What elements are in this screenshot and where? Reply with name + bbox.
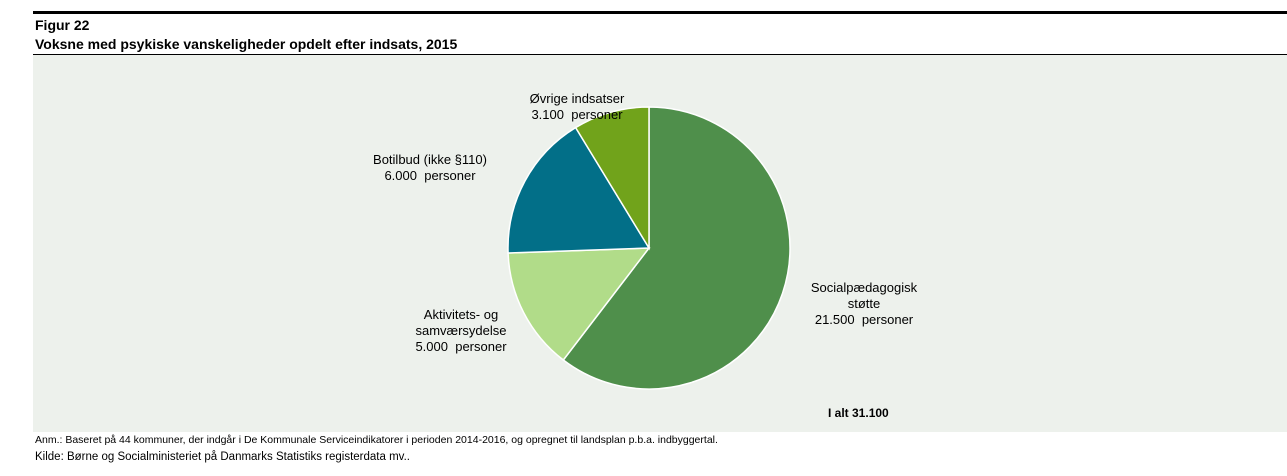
- top-rule: [33, 11, 1287, 14]
- slice-value-label: 5.000 personer: [415, 339, 507, 354]
- slice-value-label: 6.000 personer: [384, 168, 476, 183]
- chart-title: Voksne med psykiske vanskeligheder opdel…: [35, 36, 458, 52]
- total-label: I alt 31.100: [828, 406, 889, 420]
- figure-label: Figur 22: [35, 17, 90, 33]
- pie-slice: [507, 247, 651, 362]
- source: Kilde: Børne og Socialministeriet på Dan…: [35, 451, 410, 463]
- slice-value-label: 3.100 personer: [531, 107, 623, 122]
- pie-slice: [562, 106, 791, 390]
- slice-value-label: 21.500 personer: [814, 312, 914, 327]
- slice-label: Socialpædagogisk støtte: [810, 280, 918, 311]
- pie-slice: [507, 126, 651, 254]
- slice-label: Øvrige indsatser: [529, 91, 625, 106]
- slice-label: Botilbud (ikke §110): [373, 152, 487, 167]
- slice-label: Aktivitets- og samværsydelse: [415, 307, 507, 338]
- note: Anm.: Baseret på 44 kommuner, der indgår…: [35, 434, 718, 446]
- pie-slice: [574, 106, 650, 251]
- title-rule: [33, 54, 1287, 55]
